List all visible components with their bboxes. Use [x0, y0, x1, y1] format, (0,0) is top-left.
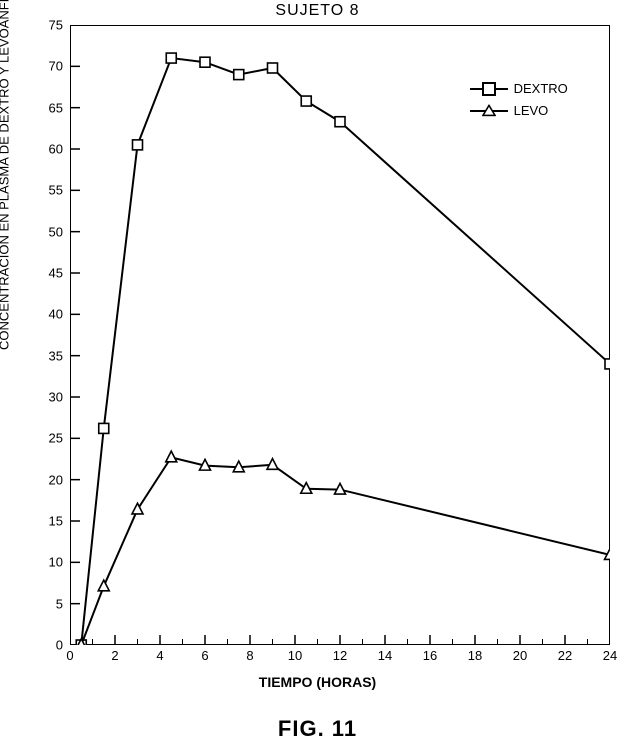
square-marker-icon: [482, 82, 496, 96]
x-tick-label: 6: [201, 648, 208, 663]
triangle-marker-icon: [482, 104, 496, 116]
y-tick-label: 60: [33, 142, 63, 157]
x-tick-label: 4: [156, 648, 163, 663]
y-tick-label: 70: [33, 59, 63, 74]
y-tick-label: 10: [33, 555, 63, 570]
legend-label: LEVO: [514, 103, 549, 118]
y-tick-label: 65: [33, 100, 63, 115]
legend-item: LEVO: [470, 100, 568, 122]
y-tick-label: 40: [33, 307, 63, 322]
legend-label: DEXTRO: [514, 81, 568, 96]
chart-title: SUJETO 8: [0, 2, 635, 20]
x-tick-label: 10: [288, 648, 302, 663]
x-tick-label: 20: [513, 648, 527, 663]
x-tick-label: 2: [111, 648, 118, 663]
y-axis-label: CONCENTRACIÓN EN PLASMA DE DEXTRO Y LEVO…: [0, 0, 12, 350]
legend-item: DEXTRO: [470, 78, 568, 100]
y-tick-label: 50: [33, 224, 63, 239]
x-axis-label: TIEMPO (HORAS): [0, 674, 635, 690]
y-tick-label: 75: [33, 18, 63, 33]
x-tick-label: 0: [66, 648, 73, 663]
x-tick-label: 8: [246, 648, 253, 663]
y-tick-label: 20: [33, 472, 63, 487]
y-tick-label: 5: [33, 596, 63, 611]
y-tick-label: 35: [33, 348, 63, 363]
legend: DEXTRO LEVO: [470, 78, 568, 122]
y-tick-label: 30: [33, 390, 63, 405]
legend-line: [470, 88, 508, 90]
x-tick-label: 18: [468, 648, 482, 663]
x-tick-label: 14: [378, 648, 392, 663]
x-tick-label: 12: [333, 648, 347, 663]
x-tick-label: 22: [558, 648, 572, 663]
y-tick-label: 15: [33, 514, 63, 529]
y-tick-label: 55: [33, 183, 63, 198]
y-tick-label: 25: [33, 431, 63, 446]
y-tick-label: 0: [33, 638, 63, 653]
legend-line: [470, 110, 508, 112]
x-tick-label: 24: [603, 648, 617, 663]
y-tick-label: 45: [33, 266, 63, 281]
x-tick-label: 16: [423, 648, 437, 663]
figure-label: FIG. 11: [0, 716, 635, 742]
